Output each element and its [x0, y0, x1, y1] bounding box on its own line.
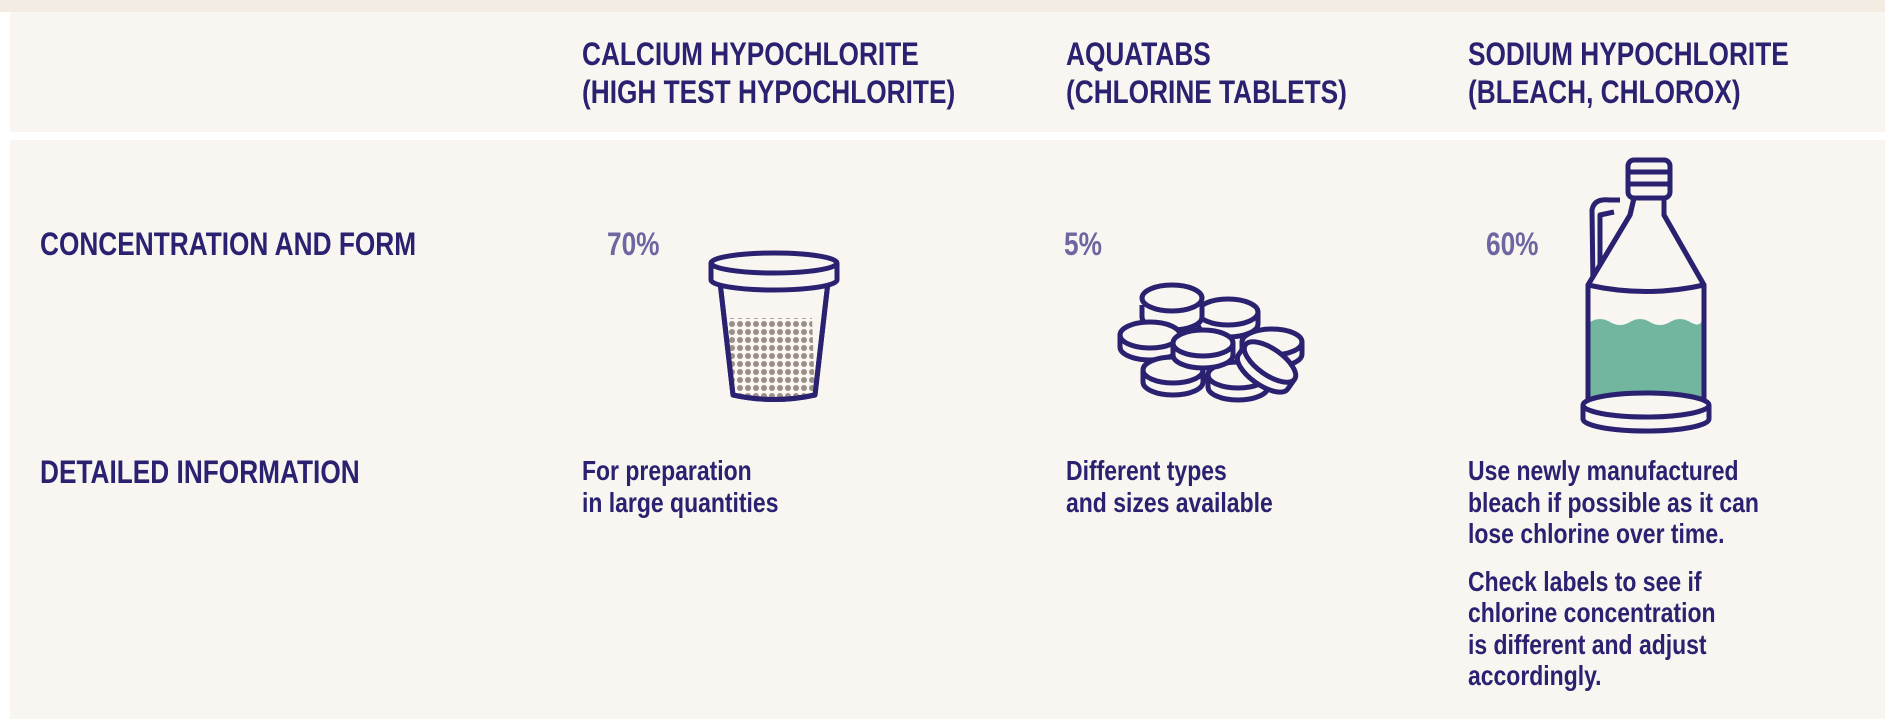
bottle-icon [1580, 157, 1712, 434]
detail-line: and sizes available [1066, 486, 1273, 518]
concentration: 60% [1486, 226, 1539, 262]
detail-line: chlorine concentration [1468, 597, 1716, 628]
column-header: CALCIUM HYPOCHLORITE [582, 36, 919, 72]
detail-line: lose chlorine over time. [1468, 518, 1725, 549]
left-edge [0, 12, 10, 719]
column-header: (CHLORINE TABLETS) [1066, 74, 1347, 110]
detail-line: in large quantities [582, 486, 779, 518]
column-header: AQUATABS [1066, 36, 1211, 72]
row-label: CONCENTRATION AND FORM [40, 226, 417, 262]
detail-line: For preparation [582, 455, 752, 486]
top-band [0, 0, 1885, 12]
concentration: 5% [1064, 226, 1102, 262]
detail-line: Check labels to see if [1468, 565, 1702, 597]
tablets-icon [1117, 282, 1305, 403]
separator [0, 132, 1885, 140]
cup-icon [708, 250, 840, 402]
column-header: (HIGH TEST HYPOCHLORITE) [582, 74, 956, 110]
detail-line: Different types [1066, 455, 1227, 486]
detail-line: is different and adjust [1468, 628, 1707, 660]
concentration: 70% [607, 226, 660, 262]
detail-line: Use newly manufactured [1468, 455, 1739, 486]
row-label: DETAILED INFORMATION [40, 454, 360, 490]
detail-line: bleach if possible as it can [1468, 486, 1759, 518]
column-header: SODIUM HYPOCHLORITE [1468, 36, 1789, 72]
column-header: (BLEACH, CHLOROX) [1468, 74, 1741, 110]
detail-line: accordingly. [1468, 660, 1602, 691]
